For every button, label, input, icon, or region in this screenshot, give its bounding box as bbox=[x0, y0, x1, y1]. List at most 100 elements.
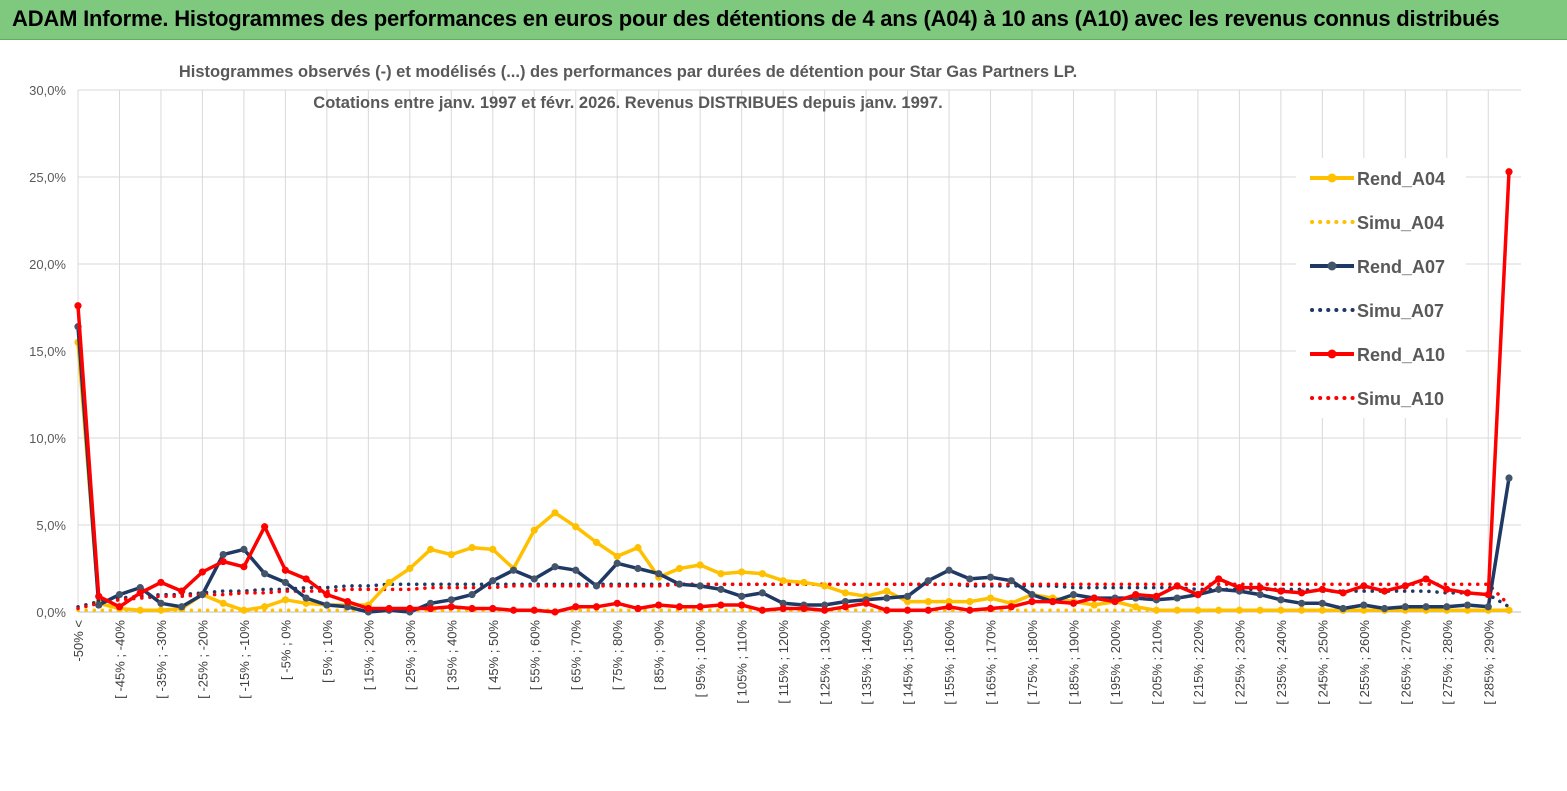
data-point bbox=[572, 566, 580, 574]
data-point bbox=[530, 606, 538, 614]
data-point bbox=[821, 601, 829, 609]
data-point bbox=[178, 603, 186, 611]
data-point bbox=[1256, 584, 1264, 592]
data-point bbox=[675, 603, 684, 611]
x-tick-label: [ 135% ; 140% bbox=[859, 620, 874, 705]
legend-item-Rend_A07: Rend_A07 bbox=[1310, 257, 1445, 277]
data-point bbox=[551, 563, 559, 571]
data-point bbox=[1277, 606, 1285, 614]
data-point bbox=[1484, 603, 1492, 611]
data-point bbox=[758, 606, 766, 614]
x-tick-label: [ 235% ; 240% bbox=[1274, 620, 1289, 705]
data-point bbox=[468, 544, 476, 552]
data-point bbox=[1360, 582, 1368, 590]
data-point bbox=[1235, 584, 1243, 592]
data-point bbox=[717, 570, 725, 578]
data-point bbox=[136, 584, 144, 592]
data-point bbox=[240, 606, 248, 614]
data-point bbox=[779, 604, 787, 613]
x-tick-label: [ -5% ; 0% bbox=[278, 620, 293, 680]
data-point bbox=[406, 604, 414, 613]
data-point bbox=[219, 550, 227, 559]
data-point bbox=[966, 575, 974, 583]
data-point bbox=[1380, 604, 1389, 613]
series-Rend_A10 bbox=[74, 168, 1513, 616]
x-tick-label: [ 245% ; 250% bbox=[1315, 620, 1330, 705]
x-tick-label: [ 185% ; 190% bbox=[1066, 620, 1081, 705]
data-point bbox=[696, 561, 704, 569]
legend-label: Rend_A10 bbox=[1357, 345, 1445, 365]
data-point bbox=[883, 587, 891, 595]
data-point bbox=[447, 596, 455, 604]
data-point bbox=[1505, 168, 1513, 176]
legend-label: Simu_A07 bbox=[1357, 301, 1444, 321]
data-point bbox=[821, 582, 829, 590]
data-point bbox=[240, 545, 248, 553]
legend-label: Rend_A07 bbox=[1357, 257, 1445, 277]
data-point bbox=[115, 591, 124, 599]
data-point bbox=[302, 575, 310, 583]
data-point bbox=[966, 597, 974, 606]
legend-label: Simu_A04 bbox=[1357, 213, 1444, 233]
data-point bbox=[281, 578, 289, 587]
data-point bbox=[1463, 589, 1472, 597]
chart-title-line2: Cotations entre janv. 1997 et févr. 2026… bbox=[313, 94, 942, 112]
data-point bbox=[903, 597, 912, 606]
x-tick-label: [ 195% ; 200% bbox=[1108, 620, 1123, 705]
data-point bbox=[95, 601, 103, 609]
x-tick-label: [ 15% ; 20% bbox=[361, 620, 376, 691]
data-point bbox=[261, 603, 269, 611]
data-point bbox=[696, 582, 704, 590]
data-point bbox=[344, 603, 352, 611]
report-banner: ADAM Informe. Histogrammes des performan… bbox=[0, 0, 1567, 40]
x-tick-label: [ 75% ; 80% bbox=[610, 620, 625, 691]
data-point bbox=[883, 594, 891, 602]
data-point bbox=[903, 592, 912, 600]
x-tick-label: [ 85% ; 90% bbox=[652, 620, 667, 691]
data-point bbox=[924, 597, 932, 606]
data-point bbox=[157, 606, 165, 614]
data-point bbox=[323, 601, 331, 609]
data-point bbox=[302, 599, 310, 607]
x-tick-label: [ 5% ; 10% bbox=[320, 620, 335, 683]
data-point bbox=[841, 597, 849, 606]
y-tick-label: 20,0% bbox=[29, 257, 66, 272]
x-tick-label: [ 255% ; 260% bbox=[1357, 620, 1372, 705]
data-point bbox=[841, 603, 849, 611]
x-tick-label: [ -45% ; -40% bbox=[112, 620, 127, 699]
data-point bbox=[385, 578, 393, 587]
data-point bbox=[655, 601, 663, 609]
data-point bbox=[95, 592, 103, 600]
legend-item-Simu_A10: Simu_A10 bbox=[1310, 389, 1444, 409]
data-point bbox=[136, 589, 144, 597]
data-point bbox=[1505, 474, 1513, 482]
data-point bbox=[1298, 589, 1306, 597]
legend-label: Rend_A04 bbox=[1357, 169, 1445, 189]
y-tick-label: 10,0% bbox=[29, 431, 66, 446]
data-point bbox=[1277, 587, 1285, 595]
data-point bbox=[1360, 606, 1368, 614]
x-tick-label: [ 45% ; 50% bbox=[486, 620, 501, 691]
report-title: ADAM Informe. Histogrammes des performan… bbox=[12, 6, 1500, 31]
data-point bbox=[219, 557, 227, 566]
data-point bbox=[281, 596, 289, 604]
data-point bbox=[779, 599, 787, 607]
x-tick-label: [ 205% ; 210% bbox=[1149, 620, 1164, 705]
axes: 0,0% 5,0% 10,0% 15,0% 20,0% 25,0% 30,0% -50% < [… bbox=[29, 83, 1521, 705]
data-point bbox=[385, 604, 393, 613]
data-point bbox=[1132, 591, 1140, 599]
data-point bbox=[613, 559, 621, 567]
data-point bbox=[489, 604, 497, 613]
data-point bbox=[1111, 597, 1119, 606]
x-tick-label: [ 165% ; 170% bbox=[984, 620, 999, 705]
data-point bbox=[1173, 582, 1181, 590]
data-point bbox=[1049, 597, 1057, 606]
data-point bbox=[738, 592, 746, 600]
data-point bbox=[758, 589, 766, 597]
data-point bbox=[1360, 601, 1368, 609]
data-point bbox=[1007, 603, 1015, 611]
data-point bbox=[1215, 585, 1223, 593]
data-point bbox=[1173, 594, 1181, 602]
x-tick-label: [ 25% ; 30% bbox=[403, 620, 418, 691]
data-point bbox=[986, 573, 995, 581]
